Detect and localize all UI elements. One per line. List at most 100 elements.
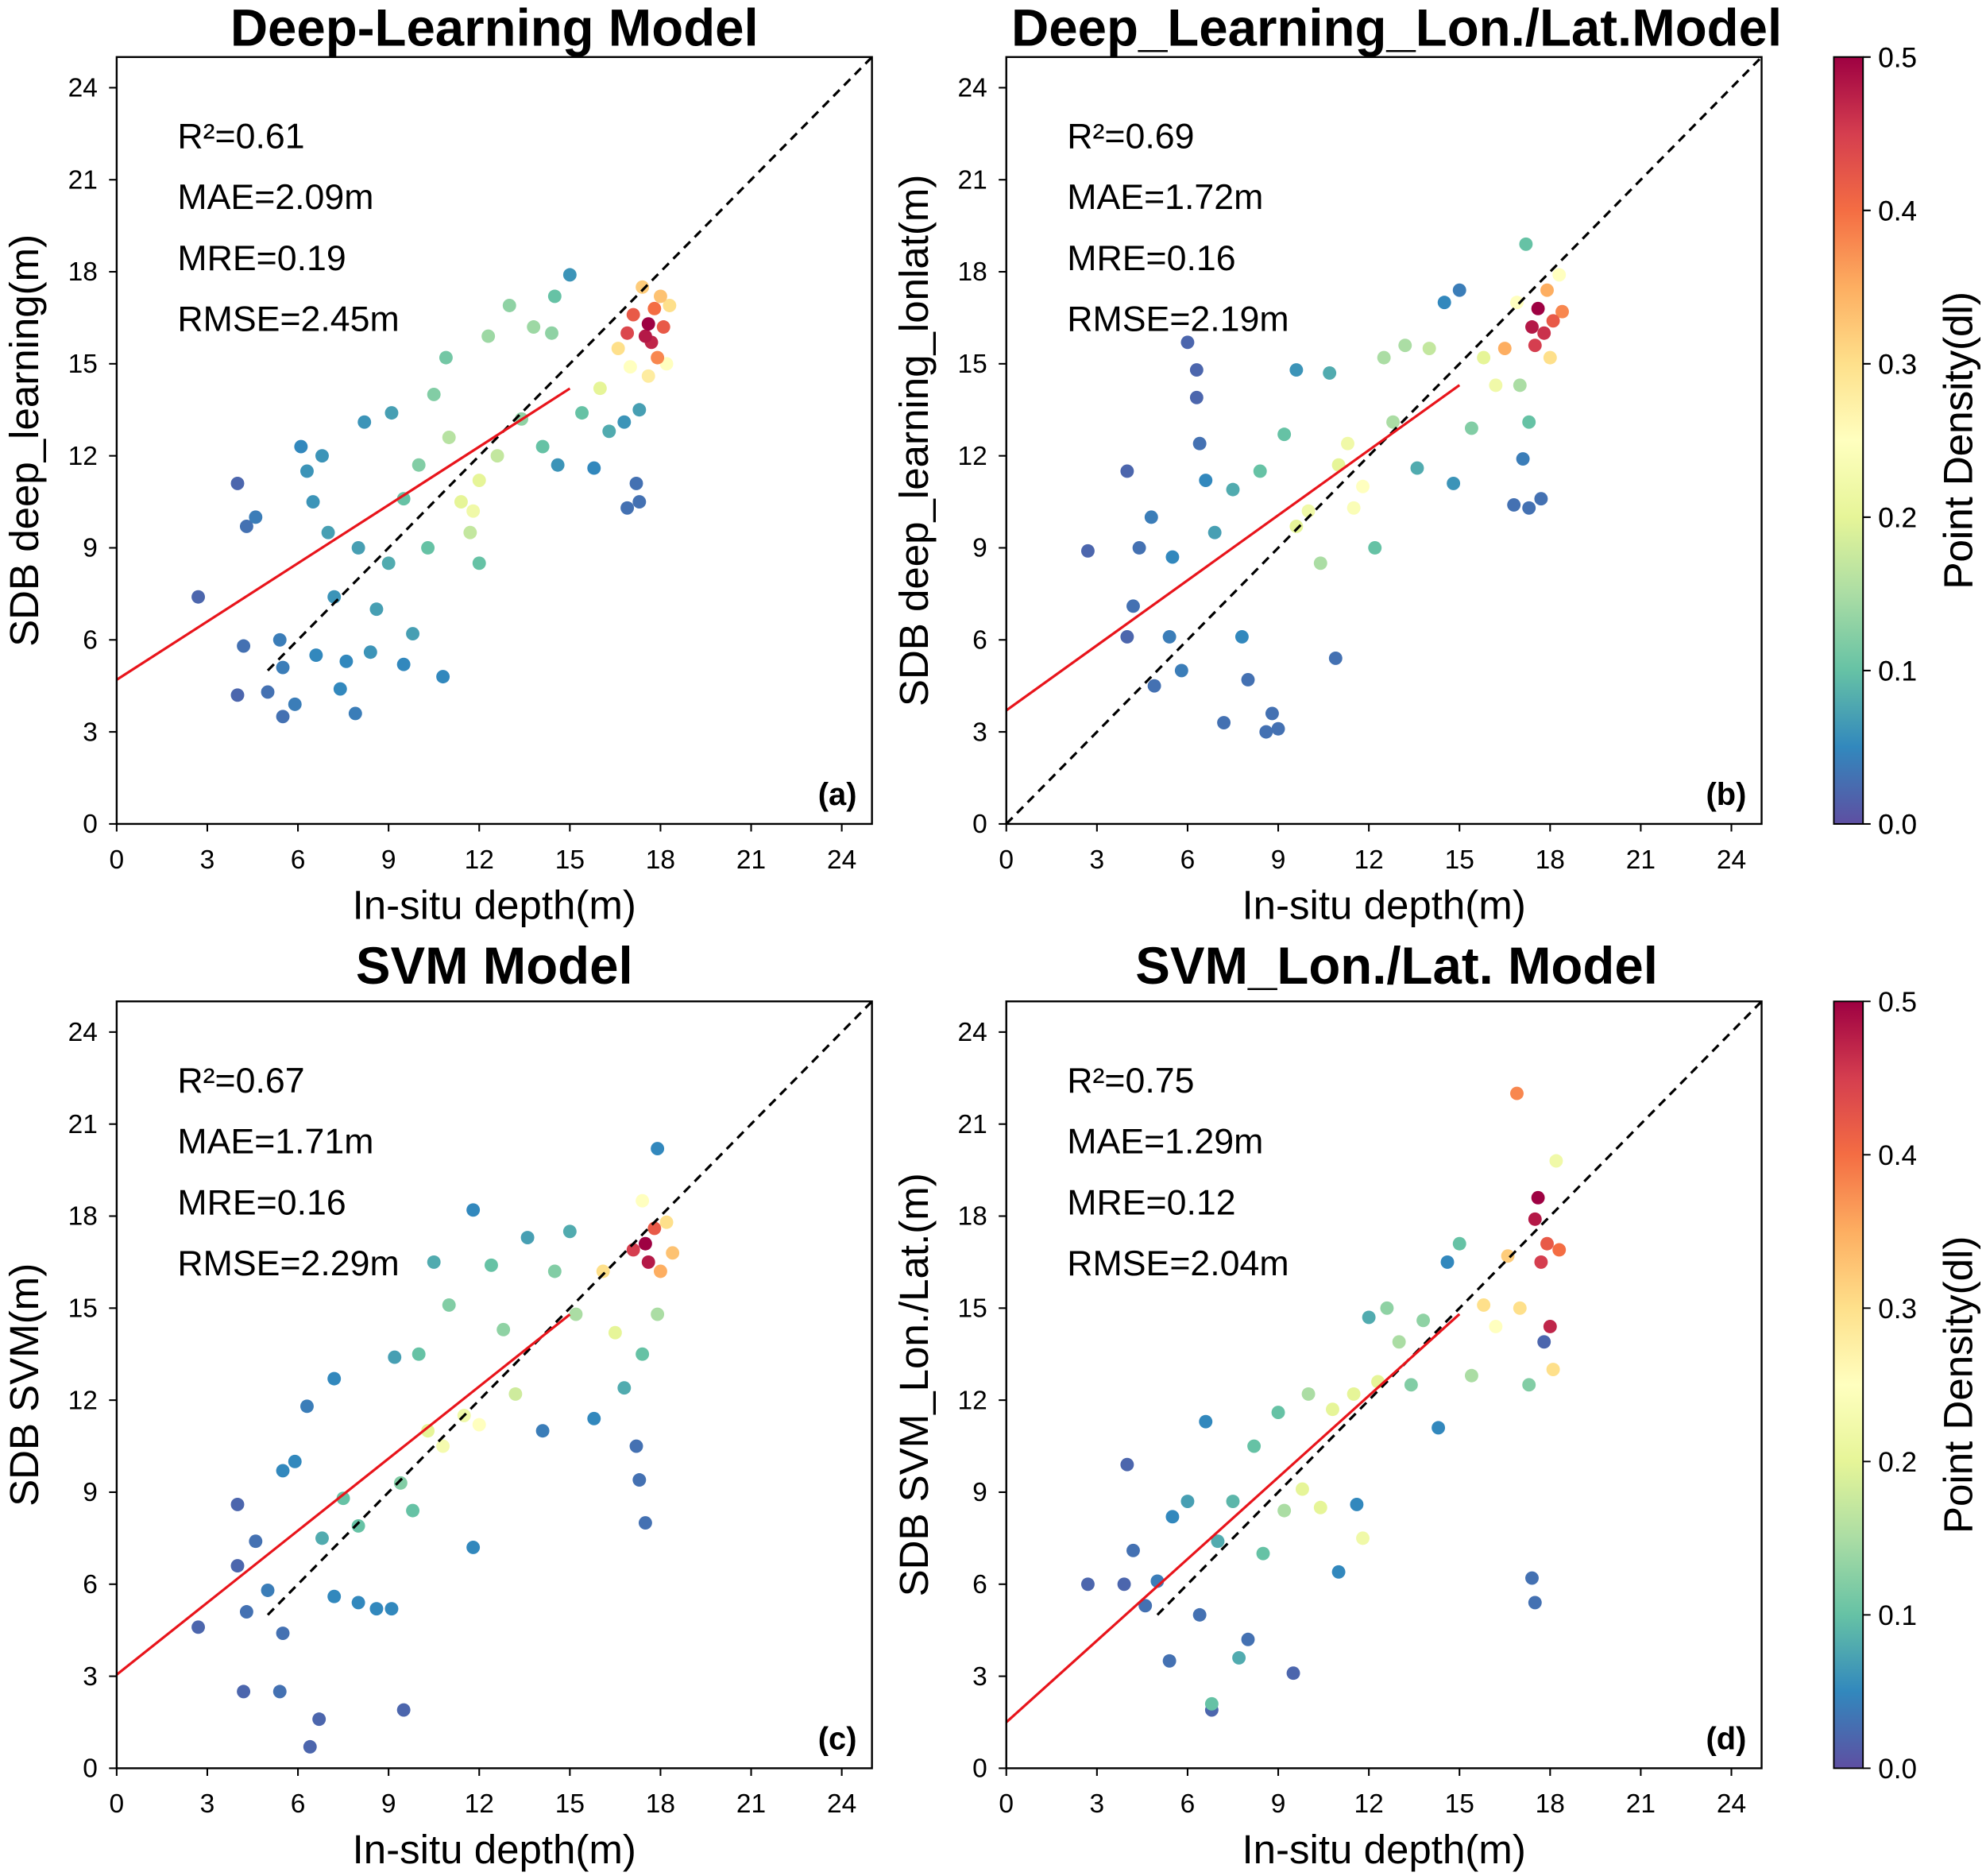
data-point — [351, 1596, 365, 1610]
data-point — [626, 1243, 640, 1257]
data-point — [230, 1497, 245, 1511]
x-axis-label: In-situ depth(m) — [353, 1827, 636, 1872]
data-point — [327, 1589, 342, 1603]
data-point — [427, 387, 441, 401]
data-point — [315, 449, 329, 463]
y-tick-label: 24 — [68, 1018, 98, 1047]
data-point — [1199, 1414, 1213, 1429]
data-point — [261, 1584, 275, 1597]
data-point — [1289, 363, 1304, 377]
x-tick-label: 9 — [381, 845, 396, 875]
data-point — [393, 1476, 408, 1490]
stat-rmse: RMSE=2.04m — [1067, 1244, 1289, 1283]
x-tick-label: 24 — [827, 845, 856, 875]
data-point — [485, 1258, 498, 1272]
data-point — [1392, 1335, 1406, 1349]
colorbar-tick-label: 0.1 — [1878, 1600, 1917, 1631]
colorbar-tick-label: 0.4 — [1878, 196, 1917, 227]
data-point — [1543, 1320, 1557, 1333]
x-tick-label: 15 — [1445, 1789, 1474, 1819]
data-point — [303, 1739, 317, 1754]
data-point — [1199, 474, 1213, 487]
x-tick-label: 21 — [1626, 1789, 1656, 1819]
colorbar-tick-label: 0.4 — [1878, 196, 1917, 227]
data-point — [1513, 1301, 1527, 1315]
data-point — [327, 1371, 342, 1386]
data-point — [369, 1602, 384, 1616]
data-point — [230, 1559, 245, 1573]
data-point — [1510, 296, 1524, 310]
x-axis-label: In-situ depth(m) — [1242, 883, 1525, 928]
data-point — [663, 299, 677, 312]
data-point — [481, 329, 496, 343]
data-point — [339, 654, 354, 668]
data-point — [276, 710, 290, 724]
colorbar-tick-label: 0.2 — [1878, 1447, 1917, 1478]
data-point — [1398, 338, 1412, 353]
y-tick-label: 0 — [972, 810, 987, 839]
panel-label: (c) — [818, 1721, 857, 1756]
panel-a: Deep-Learning Model 0 3 6 9 12 15 18 21 24 0 3 6 9 12 1… — [2, 0, 873, 928]
data-point — [666, 1246, 680, 1260]
data-point — [1174, 663, 1188, 678]
panel-label: (b) — [1706, 777, 1746, 812]
data-point — [406, 1503, 420, 1518]
data-point — [629, 476, 643, 490]
regression-line — [115, 1313, 571, 1676]
x-tick-label: 18 — [646, 845, 675, 875]
data-point — [1497, 342, 1512, 355]
data-point — [466, 1203, 481, 1217]
data-point — [638, 1516, 652, 1530]
data-point — [1452, 283, 1466, 297]
panel-label: (a) — [818, 777, 857, 812]
data-point — [300, 464, 314, 478]
data-point — [1132, 541, 1146, 555]
data-point — [191, 1620, 206, 1634]
data-point — [1380, 1301, 1394, 1315]
data-point — [1543, 350, 1557, 365]
regression-line — [116, 387, 571, 681]
data-point — [1552, 1243, 1567, 1257]
data-point — [1350, 1497, 1364, 1511]
regression-line — [1005, 384, 1461, 712]
y-axis-label: SDB SVM(m) — [2, 1263, 47, 1507]
x-tick-label: 6 — [291, 1789, 306, 1819]
data-point — [547, 289, 562, 304]
data-point — [276, 660, 290, 675]
data-point — [369, 602, 384, 617]
data-point — [1126, 599, 1140, 613]
x-tick-label: 9 — [1271, 845, 1286, 875]
data-point — [653, 289, 667, 304]
colorbar-gradient — [1833, 1000, 1864, 1770]
data-point — [1422, 342, 1436, 355]
data-point — [623, 360, 637, 374]
data-point — [545, 326, 558, 340]
data-point — [1347, 1387, 1361, 1401]
y-tick-label: 9 — [972, 534, 987, 563]
data-point — [239, 1605, 253, 1619]
data-point — [294, 439, 308, 454]
data-point — [230, 688, 245, 702]
data-point — [421, 541, 435, 555]
data-point — [1277, 427, 1292, 442]
plot-frame — [1005, 1000, 1763, 1770]
data-point — [551, 458, 565, 472]
data-point — [1189, 390, 1204, 404]
data-point — [436, 670, 450, 684]
data-point — [496, 1322, 511, 1336]
x-tick-label: 18 — [646, 1789, 675, 1819]
data-point — [1253, 464, 1267, 478]
data-point — [1165, 1510, 1180, 1524]
data-point — [351, 541, 365, 555]
data-point — [1301, 504, 1316, 518]
data-point — [636, 1347, 650, 1361]
data-point — [300, 1399, 314, 1414]
data-point — [620, 501, 635, 515]
data-point — [1534, 492, 1548, 506]
stat-r2: R²=0.69 — [1067, 118, 1194, 157]
data-point — [1410, 461, 1424, 475]
colorbar-tick-label: 0.2 — [1878, 503, 1917, 534]
data-point — [1540, 283, 1554, 297]
x-tick-label: 3 — [200, 845, 215, 875]
plot-frame — [1005, 56, 1763, 826]
